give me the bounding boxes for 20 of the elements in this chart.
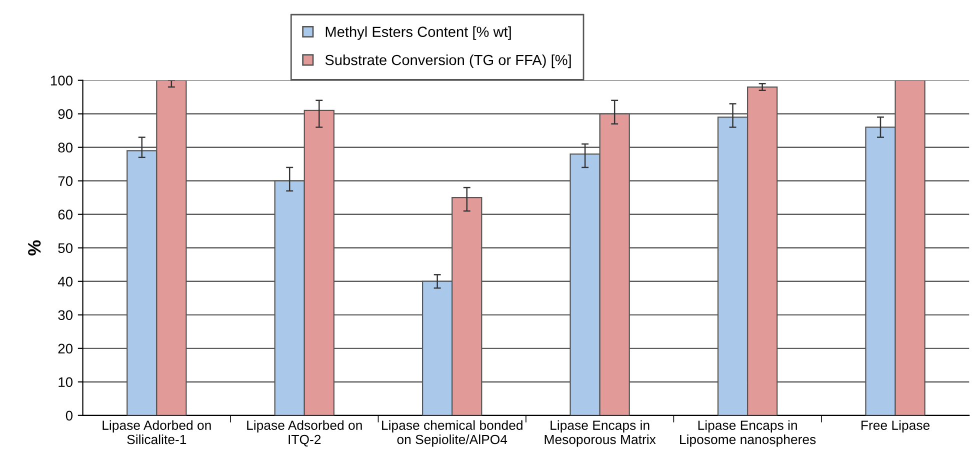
legend-label: Methyl Esters Content [% wt] <box>326 26 511 40</box>
y-tick-label: 30 <box>58 310 73 320</box>
y-axis-title: % <box>28 240 41 256</box>
y-tick-label: 100 <box>50 76 73 86</box>
x-tick-label: Lipase chemical bonded on Sepiolite/AlPO4 <box>382 420 522 447</box>
x-tick-label: Lipase Adorbed on Silicalite-1 <box>102 420 211 444</box>
y-tick-label: 90 <box>58 109 73 119</box>
legend-label: Substrate Conversion (TG or FFA) [%] <box>325 54 571 68</box>
x-tick-label: Lipase Adsorbed on ITQ-2 <box>247 420 362 447</box>
x-tick-label: Lipase Encaps in Liposome nanospheres <box>680 420 816 447</box>
x-tick-label: Lipase Encaps in Mesoporous Matrix <box>544 420 656 447</box>
y-tick-label: 70 <box>58 176 73 186</box>
y-tick-label: 60 <box>58 210 73 220</box>
x-tick-label: Free Lipase <box>862 420 930 433</box>
y-tick-label: 50 <box>58 243 73 254</box>
y-tick-label: 40 <box>58 276 73 287</box>
y-tick-label: 0 <box>66 410 73 421</box>
y-tick-label: 10 <box>58 377 73 388</box>
y-tick-label: 20 <box>58 344 73 354</box>
y-tick-label: 80 <box>58 142 73 153</box>
